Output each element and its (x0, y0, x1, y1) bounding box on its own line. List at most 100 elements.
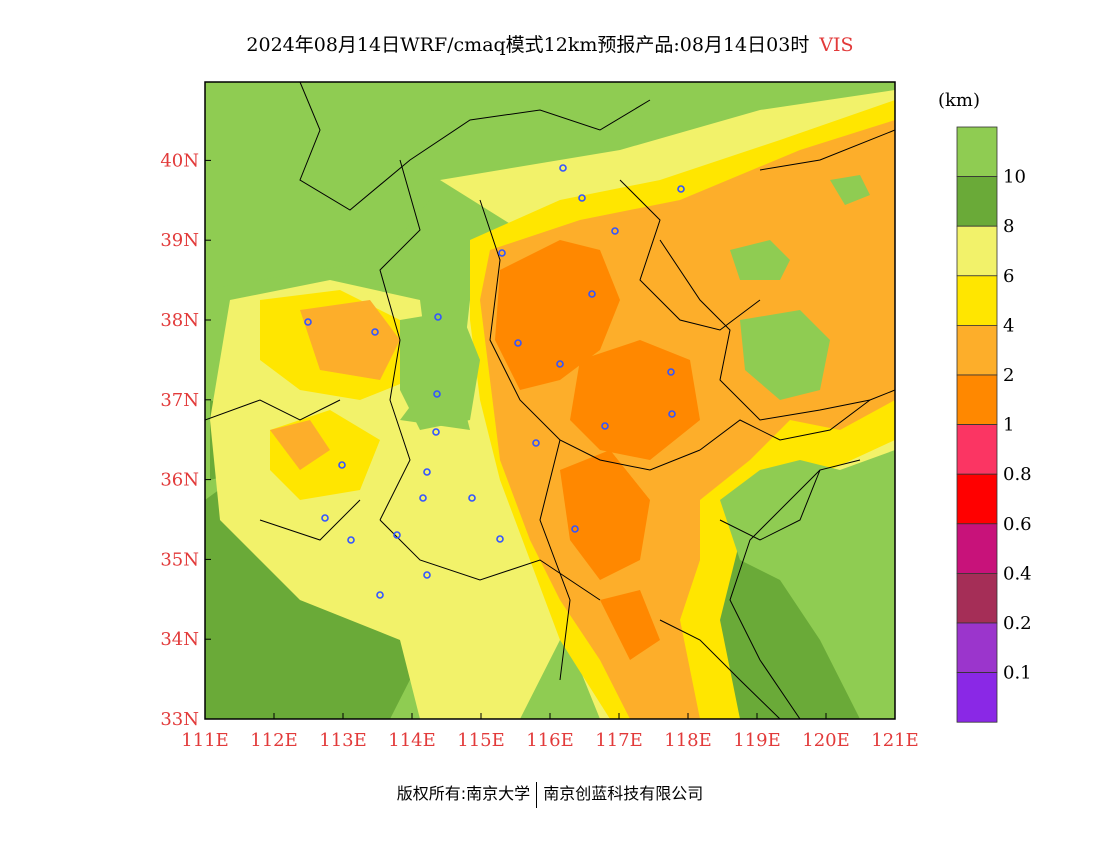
station-marker (588, 290, 596, 298)
station-marker (419, 494, 427, 502)
field-green-nw (205, 82, 440, 290)
station-marker (423, 468, 431, 476)
lon-label: 120E (802, 730, 850, 751)
lon-label: 115E (457, 730, 505, 751)
station-marker (532, 439, 540, 447)
station-marker (668, 410, 676, 418)
station-marker (496, 535, 504, 543)
station-marker (601, 422, 609, 430)
legend-swatch (956, 523, 998, 574)
field-orange-center (570, 340, 700, 460)
page-title: 2024年08月14日WRF/cmaq模式12km预报产品:08月14日03时 V… (0, 30, 1100, 57)
visibility-field (205, 82, 895, 719)
station-marker (338, 461, 346, 469)
station-marker (321, 514, 329, 522)
station-marker (376, 591, 384, 599)
legend-swatch (956, 374, 998, 425)
boundary-hebei-shandong (479, 199, 701, 471)
boundary-jiangsu (659, 619, 781, 719)
legend-label: 4 (1003, 315, 1014, 336)
field-green-yellowsea (720, 450, 895, 719)
field-yellow-light (210, 280, 560, 719)
title-variable: VIS (819, 34, 854, 56)
station-marker (677, 185, 685, 193)
field-green-island-2 (830, 175, 870, 205)
field-orange-light-west (300, 300, 400, 380)
legend-label: 8 (1003, 216, 1014, 237)
field-green-island-1 (730, 240, 790, 280)
station-marker (393, 531, 401, 539)
legend-swatch (956, 324, 998, 376)
legend-swatch (956, 225, 998, 277)
station-marker (514, 339, 522, 347)
station-marker (559, 164, 567, 172)
footer-company: 南京创蓝科技有限公司 (543, 784, 704, 803)
lon-label: 116E (526, 730, 574, 751)
station-marker (423, 571, 431, 579)
station-marker (347, 536, 355, 544)
boundary-taihang (379, 159, 421, 521)
lat-label: 34N (160, 629, 199, 650)
legend-label: 2 (1003, 365, 1014, 386)
station-marker (667, 368, 675, 376)
station-marker (433, 390, 441, 398)
legend-label: 0.1 (1003, 663, 1032, 684)
boundary-shanxi-south (205, 399, 341, 421)
station-marker (371, 328, 379, 336)
lon-label: 111E (181, 730, 229, 751)
lon-label: 112E (250, 730, 298, 751)
lon-label: 118E (664, 730, 712, 751)
admin-boundaries (205, 82, 871, 719)
boundary-shandong-north (699, 399, 871, 451)
station-marker (432, 428, 440, 436)
lon-label: 114E (388, 730, 436, 751)
station-marker (498, 249, 506, 257)
legend-swatch (956, 672, 998, 723)
legend-label: 0.2 (1003, 613, 1032, 634)
axis-labels: 111E 112E 113E 114E 115E 116E 117E 118E 119E 120E… (160, 150, 918, 751)
boundary-shandong-south (719, 459, 861, 541)
title-main: 2024年08月14日WRF/cmaq模式12km预报产品:08月14日03时 (246, 34, 810, 56)
boundary-henan (379, 519, 601, 601)
legend-swatch (956, 176, 998, 227)
boundary-shaanxi (259, 499, 361, 541)
lon-label: 117E (595, 730, 643, 751)
boundary-north (299, 82, 651, 211)
legend-swatch (956, 473, 998, 525)
coastline-liaodong (759, 129, 895, 171)
lat-label: 37N (160, 390, 199, 411)
legend: 10 8 6 4 2 1 0.8 0.6 0.4 0.2 0.1 (956, 126, 1032, 723)
field-green-north (560, 82, 640, 150)
boundary-henan-shandong (539, 439, 571, 681)
lat-label: 33N (160, 709, 199, 730)
field-orange-south2 (600, 590, 660, 660)
legend-label: 0.8 (1003, 464, 1032, 485)
station-marker (578, 194, 586, 202)
lon-label: 121E (871, 730, 919, 751)
station-markers (304, 164, 685, 599)
lat-label: 40N (160, 150, 199, 171)
field-green-bohai (740, 310, 830, 400)
lat-label: 35N (160, 549, 199, 570)
legend-label: 0.4 (1003, 563, 1032, 584)
station-marker (434, 313, 442, 321)
boundary-tianjin (619, 179, 761, 331)
coastline-bohai (659, 239, 895, 421)
legend-swatch (956, 622, 998, 673)
station-marker (468, 494, 476, 502)
lon-label: 119E (733, 730, 781, 751)
legend-label: 6 (1003, 266, 1014, 287)
station-marker (304, 318, 312, 326)
lat-label: 38N (160, 310, 199, 331)
legend-label: 0.6 (1003, 514, 1032, 535)
field-green-taihang (400, 310, 480, 430)
legend-swatch (956, 573, 998, 624)
field-orange-north (495, 240, 620, 390)
footer-separator (536, 781, 538, 808)
legend-label: 1 (1003, 415, 1014, 436)
legend-label: 10 (1003, 167, 1026, 188)
lon-label: 113E (319, 730, 367, 751)
station-marker (571, 525, 579, 533)
lat-label: 36N (160, 470, 199, 491)
station-marker (611, 227, 619, 235)
